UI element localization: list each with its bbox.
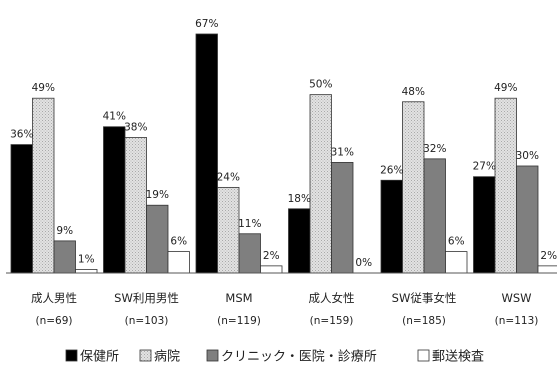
bars-layer	[10, 33, 557, 274]
category-label-2: SW利用男性	[114, 291, 179, 305]
category-label-1: 成人男性	[31, 291, 77, 305]
category-labels-layer: 成人男性 (n=69) SW利用男性 (n=103) MSM (n=119) 成人女性 (n=…	[31, 291, 538, 327]
sample-size-label-5: (n=185)	[402, 315, 446, 327]
data-label-series-1-category-1: 36%	[10, 129, 33, 141]
data-label-series-2-category-4: 50%	[309, 79, 332, 91]
value-labels-layer: 36% 49% 9% 1% 41%38% 19% 6% 67% 24% 11% 2% 18% 50% 31…	[10, 18, 557, 269]
data-label-series-4-category-1: 1%	[78, 253, 95, 265]
bar-series-1-category-3	[195, 33, 218, 274]
legend-swatch-4	[417, 349, 430, 362]
bar-series-2-category-2	[124, 137, 147, 274]
data-label-series-2-category-3: 24%	[217, 171, 240, 183]
legend-label-2: 病院	[154, 350, 180, 365]
bar-series-3-category-6	[516, 165, 539, 274]
bar-series-3-category-1	[53, 240, 76, 274]
data-label-series-3-category-1: 9%	[56, 225, 73, 237]
data-label-series-3-category-5: 32%	[423, 143, 446, 155]
bar-series-4-category-6	[537, 265, 557, 274]
sample-size-label-3: (n=119)	[217, 315, 261, 327]
category-label-5: SW従事女性	[392, 291, 457, 305]
data-label-series-3-category-2: 19%	[146, 189, 169, 201]
legend-swatch-1	[65, 349, 78, 362]
data-label-series-1-category-3: 67%	[195, 18, 218, 30]
data-label-series-3-category-6: 30%	[516, 150, 539, 162]
data-label-series-1-category-2: 41%	[103, 111, 126, 123]
data-label-series-2-category-2: 38%	[124, 121, 147, 133]
sample-size-label-2: (n=103)	[125, 315, 169, 327]
bar-series-2-category-1	[32, 97, 55, 274]
data-label-series-4-category-3: 2%	[263, 250, 280, 262]
bar-series-1-category-4	[288, 208, 311, 274]
data-label-series-2-category-6: 49%	[494, 82, 517, 94]
data-label-series-1-category-5: 26%	[380, 164, 403, 176]
bar-series-1-category-5	[380, 179, 403, 274]
category-label-3: MSM	[225, 291, 252, 305]
data-label-series-3-category-3: 11%	[238, 218, 261, 230]
data-label-series-4-category-6: 2%	[540, 250, 557, 262]
legend-label-4: 郵送検査	[432, 350, 484, 365]
bar-series-2-category-4	[309, 94, 332, 274]
data-label-series-2-category-5: 48%	[402, 86, 425, 98]
bar-series-4-category-2	[167, 251, 190, 274]
data-label-series-4-category-5: 6%	[448, 236, 465, 248]
legend: 保健所 病院 クリニック・医院・診療所 郵送検査	[65, 349, 484, 365]
bar-series-3-category-5	[423, 158, 446, 274]
data-label-series-2-category-1: 49%	[32, 82, 55, 94]
legend-swatch-3	[206, 349, 219, 362]
data-label-series-4-category-2: 6%	[170, 236, 187, 248]
bar-series-3-category-3	[238, 233, 261, 274]
data-label-series-1-category-4: 18%	[288, 193, 311, 205]
category-label-6: WSW	[501, 291, 531, 305]
sample-size-label-6: (n=113)	[495, 315, 539, 327]
bar-series-2-category-6	[494, 97, 517, 274]
legend-label-1: 保健所	[80, 350, 119, 365]
data-label-series-3-category-4: 31%	[331, 146, 354, 158]
category-label-4: 成人女性	[309, 291, 355, 305]
sample-size-label-4: (n=159)	[310, 315, 354, 327]
bar-series-1-category-6	[473, 176, 496, 274]
legend-label-3: クリニック・医院・診療所	[221, 349, 377, 365]
bar-series-4-category-1	[75, 269, 98, 274]
bar-series-4-category-3	[260, 265, 283, 274]
bar-series-2-category-3	[217, 186, 240, 274]
legend-swatch-2	[139, 349, 152, 362]
bar-series-2-category-5	[402, 101, 425, 274]
bar-series-3-category-2	[146, 204, 169, 274]
sample-size-label-1: (n=69)	[35, 315, 72, 327]
data-label-series-4-category-4: 0%	[355, 257, 372, 269]
bar-series-3-category-4	[331, 162, 354, 274]
bar-series-1-category-1	[10, 144, 33, 274]
bar-series-1-category-2	[103, 126, 126, 274]
data-label-series-1-category-6: 27%	[473, 161, 496, 173]
bar-series-4-category-5	[445, 251, 468, 274]
